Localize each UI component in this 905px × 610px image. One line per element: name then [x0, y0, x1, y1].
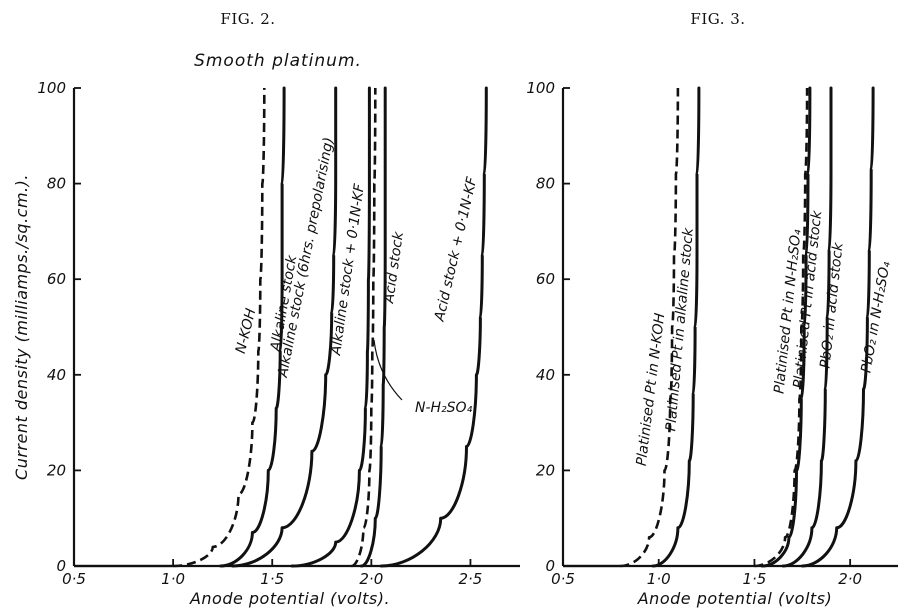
fig3-y-tick-label: 100 [526, 79, 555, 97]
fig3-y-tick-label: 0 [545, 557, 555, 575]
fig3-series-0 [620, 87, 680, 568]
fig2-y-tick-label: 80 [47, 175, 66, 193]
fig2-annotation-n-h2so4: N-H₂SO₄ [415, 400, 473, 416]
fig2-label-n-koh: N-KOH [233, 306, 260, 355]
fig3-series-4 [781, 86, 833, 568]
fig3-y-ticks: 0 20 40 60 80 100 [526, 79, 570, 575]
fig2-series-3 [290, 86, 371, 568]
fig3-label-pbo2-n-h2so4: PbO₂ in N-H₂SO₄ [858, 260, 893, 374]
fig3-label-pbo2-acid: PbO₂ in acid stock [817, 241, 846, 369]
fig2-x-tick-label: 0·5 [62, 570, 86, 588]
fig2-chart: FIG. 2. Smooth platinum. 0·5 1·0 1·5 2·0 2·5… [12, 10, 520, 608]
fig2-y-tick-label: 20 [47, 461, 66, 479]
fig2-x-tick-label: 2·0 [359, 570, 383, 588]
fig3-x-tick-label: 1·0 [647, 570, 671, 588]
fig3-curves [563, 86, 875, 568]
fig2-series-0 [173, 87, 266, 568]
fig2-title: Smooth platinum. [194, 51, 362, 71]
fig3-chart: FIG. 3. 0·5 1·0 1·5 2·0 0 20 40 60 80 100 Anode … [526, 10, 898, 608]
fig2-x-tick-label: 2·5 [459, 570, 483, 588]
fig3-y-tick-label: 20 [536, 461, 555, 479]
fig2-x-ticks: 0·5 1·0 1·5 2·0 2·5 [62, 559, 482, 588]
fig3-series-3 [760, 86, 812, 568]
fig3-x-tick-label: 2·0 [838, 570, 862, 588]
fig2-y-tick-label: 40 [47, 366, 66, 384]
fig2-curves [74, 86, 488, 568]
fig3-series-2 [754, 87, 809, 568]
fig2-annotation-leader [373, 339, 403, 401]
fig3-x-tick-label: 0·5 [551, 570, 575, 588]
fig3-series-1 [651, 86, 701, 568]
fig3-x-tick-label: 1·5 [742, 570, 766, 588]
fig2-y-ticks: 0 20 40 60 80 100 [37, 79, 81, 575]
fig3-figure-label: FIG. 3. [690, 10, 745, 28]
fig2-x-tick-label: 1·5 [260, 570, 284, 588]
fig3-label-plat-n-koh: Platinised Pt in N-KOH [634, 312, 669, 467]
fig2-series-4 [351, 87, 377, 568]
fig2-y-tick-label: 100 [37, 79, 66, 97]
fig2-series-6 [379, 86, 488, 568]
fig2-series-5 [359, 86, 387, 568]
fig2-figure-label: FIG. 2. [220, 10, 275, 28]
fig2-y-axis-label: Current density (milliamps./sq.cm.). [12, 174, 31, 480]
fig3-x-axis-label: Anode potential (volts) [637, 589, 833, 608]
fig3-y-tick-label: 40 [536, 366, 555, 384]
fig2-x-axis-label: Anode potential (volts). [189, 589, 390, 608]
fig2-y-tick-label: 0 [56, 557, 66, 575]
fig3-series-5 [800, 86, 875, 568]
fig3-y-tick-label: 60 [536, 270, 555, 288]
fig3-y-tick-label: 80 [536, 175, 555, 193]
fig2-x-tick-label: 1·0 [161, 570, 185, 588]
fig2-series-2 [231, 86, 338, 568]
fig2-y-tick-label: 60 [47, 270, 66, 288]
fig2-series-1 [219, 86, 286, 568]
fig2-label-acid-stock-kf: Acid stock + 0·1N-KF [432, 175, 481, 324]
